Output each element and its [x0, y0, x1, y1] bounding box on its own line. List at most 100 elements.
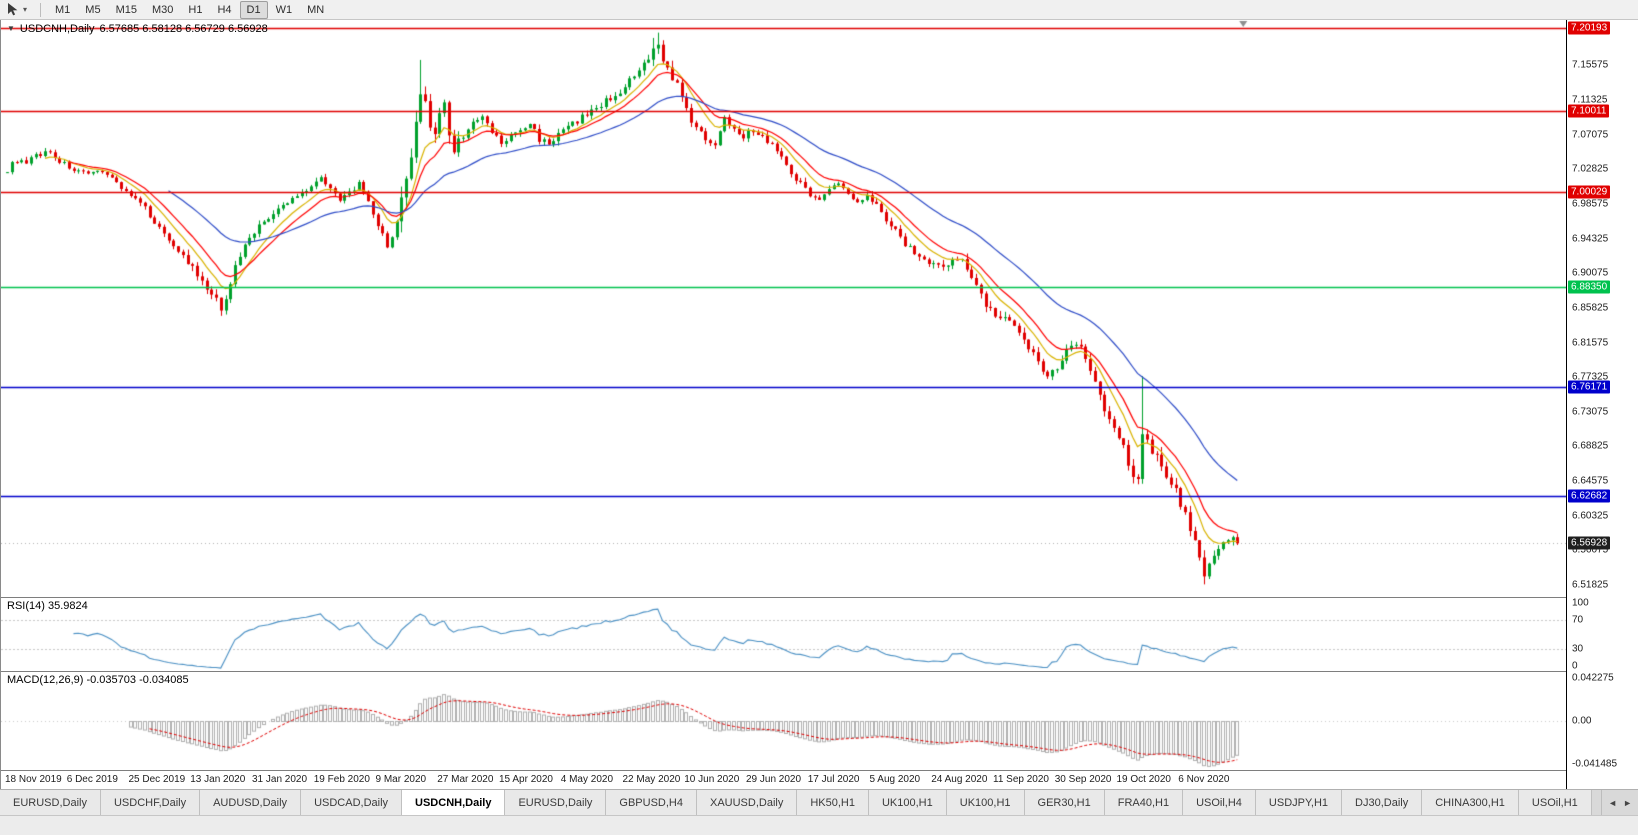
chart-tab-xauusd-daily[interactable]: XAUUSD,Daily — [696, 790, 798, 815]
chart-panes: ▼ USDCNH,Daily 6.57685 6.58128 6.56729 6… — [0, 20, 1566, 789]
price-tick-label: 6.73075 — [1572, 406, 1609, 418]
date-tick-label: 18 Nov 2019 — [5, 774, 62, 785]
chart-area: ▼ USDCNH,Daily 6.57685 6.58128 6.56729 6… — [0, 20, 1638, 789]
date-tick-label: 22 May 2020 — [622, 774, 681, 785]
timeframe-button-w1[interactable]: W1 — [275, 3, 293, 16]
price-tick-label: 6.94325 — [1572, 233, 1609, 245]
timeframe-button-mn[interactable]: MN — [307, 3, 325, 16]
macd-canvas[interactable] — [1, 672, 1566, 770]
price-tick-label: 7.11325 — [1572, 94, 1608, 106]
date-tick-label: 19 Oct 2020 — [1116, 774, 1171, 785]
price-tick-label: 6.85825 — [1572, 302, 1609, 314]
price-pane: ▼ USDCNH,Daily 6.57685 6.58128 6.56729 6… — [1, 20, 1566, 598]
date-tick-label: 6 Nov 2020 — [1178, 774, 1230, 785]
price-tick-label: 6.90075 — [1572, 267, 1609, 279]
time-axis[interactable]: 18 Nov 2019 6 Dec 2019 25 Dec 2019 13 Jan 2… — [1, 771, 1566, 789]
ohlc-readout: 6.57685 6.58128 6.56729 6.56928 — [99, 23, 268, 35]
timeframe-toolbar: ▾ M1 M5 M15 M30 H1 H4 D1 W1 MN — [0, 0, 1638, 20]
price-tick-label: 6.68825 — [1572, 440, 1609, 452]
chart-tab-gbpusd-h4[interactable]: GBPUSD,H4 — [606, 790, 697, 815]
price-tick-label: 6.56075 — [1572, 544, 1609, 556]
chart-tab-uk100-h1[interactable]: UK100,H1 — [868, 790, 947, 815]
level-price-tag: 6.76171 — [1568, 380, 1611, 394]
date-tick-label: 6 Dec 2019 — [66, 774, 118, 785]
macd-label: MACD(12,26,9) -0.035703 -0.034085 — [7, 674, 189, 686]
price-axis[interactable]: 7.15575 7.11325 7.07075 7.02825 6.98575 6.943… — [1566, 20, 1638, 789]
date-tick-label: 10 Jun 2020 — [684, 774, 740, 785]
chart-tab-bar: EURUSD,Daily USDCHF,Daily AUDUSD,Daily USDC… — [0, 789, 1638, 815]
price-tick-label: 6.98575 — [1572, 198, 1609, 210]
timeframe-button-d1[interactable]: D1 — [239, 0, 268, 19]
chart-tab-usdcad-daily[interactable]: USDCAD,Daily — [301, 790, 403, 815]
timeframe-button-h4[interactable]: H4 — [217, 3, 232, 16]
chart-tab-usdchf-daily[interactable]: USDCHF,Daily — [100, 790, 201, 815]
price-tick-label: 6.51825 — [1572, 579, 1609, 591]
timeframe-button-m15[interactable]: M15 — [115, 3, 137, 16]
chart-tab-usdcnh-daily[interactable]: USDCNH,Daily — [402, 790, 506, 815]
timeframe-button-m30[interactable]: M30 — [151, 3, 174, 16]
date-tick-label: 27 Mar 2020 — [437, 774, 494, 785]
price-tick-label: 6.60325 — [1572, 510, 1609, 522]
date-tick-label: 9 Mar 2020 — [375, 774, 427, 785]
chart-tab-hk50-h1[interactable]: HK50,H1 — [797, 790, 869, 815]
chart-tab-usoil-h4[interactable]: USOil,H4 — [1183, 790, 1256, 815]
chart-title: ▼ USDCNH,Daily 6.57685 6.58128 6.56729 6… — [7, 23, 268, 35]
chart-tab-dj30-daily[interactable]: DJ30,Daily — [1342, 790, 1423, 815]
status-bar — [0, 815, 1638, 835]
rsi-canvas[interactable] — [1, 598, 1566, 671]
timeframe-buttons: M1 M5 M15 M30 H1 H4 D1 W1 MN — [48, 0, 331, 19]
price-tick-label: 7.02825 — [1572, 163, 1609, 175]
timeframe-button-h1[interactable]: H1 — [188, 3, 203, 16]
cursor-tool-icon[interactable] — [4, 2, 22, 18]
price-tick-label: 0 — [1572, 660, 1578, 672]
symbol-timeframe-label: USDCNH,Daily — [19, 23, 95, 35]
price-tick-label: 6.64575 — [1572, 475, 1609, 487]
chart-tab-eurusd-daily[interactable]: EURUSD,Daily — [0, 790, 101, 815]
chart-tab-eurusd-daily[interactable]: EURUSD,Daily — [505, 790, 607, 815]
date-tick-label: 13 Jan 2020 — [190, 774, 246, 785]
symbol-dropdown-icon[interactable]: ▼ — [7, 24, 15, 33]
level-price-tag: 7.20193 — [1568, 21, 1611, 35]
date-tick-label: 31 Jan 2020 — [252, 774, 308, 785]
price-tick-label: 6.77325 — [1572, 371, 1609, 383]
date-tick-label: 15 Apr 2020 — [499, 774, 553, 785]
chart-tab-audusd-daily[interactable]: AUDUSD,Daily — [200, 790, 302, 815]
chart-tabs: EURUSD,Daily USDCHF,Daily AUDUSD,Daily USDC… — [0, 790, 1638, 815]
level-price-tag: 7.00029 — [1568, 185, 1611, 199]
price-tick-label: 30 — [1572, 643, 1584, 655]
chart-tab-usoil-h1[interactable]: USOil,H1 — [1518, 790, 1592, 815]
tab-scroll-controls: ◄ ► — [1601, 790, 1638, 815]
rsi-label: RSI(14) 35.9824 — [7, 600, 88, 612]
toolbar-separator — [40, 2, 41, 17]
timeframe-button-m5[interactable]: M5 — [85, 3, 101, 16]
level-price-tag: 7.10011 — [1568, 104, 1610, 118]
chart-tab-fra40-h1[interactable]: FRA40,H1 — [1104, 790, 1184, 815]
cursor-icon — [8, 3, 18, 16]
date-tick-label: 24 Aug 2020 — [931, 774, 988, 785]
dropdown-caret-icon[interactable]: ▾ — [23, 5, 28, 14]
date-tick-label: 4 May 2020 — [560, 774, 614, 785]
date-tick-label: 25 Dec 2019 — [128, 774, 186, 785]
current-price-tag: 6.56928 — [1568, 536, 1611, 550]
chart-tab-china300-h1[interactable]: CHINA300,H1 — [1422, 790, 1519, 815]
date-tick-label: 29 Jun 2020 — [746, 774, 802, 785]
date-tick-label: 30 Sep 2020 — [1054, 774, 1112, 785]
price-tick-label: 100 — [1572, 597, 1589, 609]
main-chart-canvas[interactable] — [1, 20, 1566, 597]
tab-scroll-right-icon[interactable]: ► — [1623, 797, 1632, 808]
chart-tab-usdjpy-h1[interactable]: USDJPY,H1 — [1255, 790, 1343, 815]
macd-pane: MACD(12,26,9) -0.035703 -0.034085 — [1, 672, 1566, 771]
chart-tab-uk100-h1[interactable]: UK100,H1 — [946, 790, 1025, 815]
chart-tab-ger30-h1[interactable]: GER30,H1 — [1024, 790, 1105, 815]
tab-scroll-left-icon[interactable]: ◄ — [1608, 797, 1618, 808]
rsi-pane: RSI(14) 35.9824 — [1, 598, 1566, 672]
price-tick-label: -0.041485 — [1572, 758, 1618, 770]
price-tick-label: 7.07075 — [1572, 129, 1609, 141]
timeframe-button-m1[interactable]: M1 — [55, 3, 71, 16]
date-tick-label: 19 Feb 2020 — [313, 774, 370, 785]
date-tick-label: 5 Aug 2020 — [869, 774, 921, 785]
date-tick-label: 11 Sep 2020 — [993, 774, 1049, 785]
date-tick-label: 17 Jul 2020 — [807, 774, 860, 785]
price-tick-label: 7.15575 — [1572, 59, 1609, 71]
